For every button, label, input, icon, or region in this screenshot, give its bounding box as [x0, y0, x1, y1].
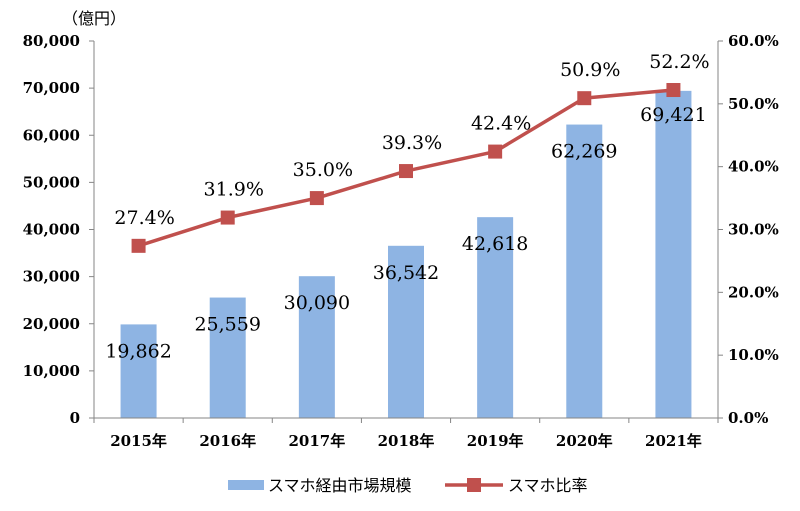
legend-line-marker: [467, 478, 481, 492]
bar: [566, 124, 603, 418]
left-tick-label: 20,000: [23, 315, 80, 333]
bar-data-label: 19,862: [105, 340, 171, 362]
data-labels: 27.4% 31.9% 35.0% 39.3% 42.4% 50.9% 52.2% 19,86…: [105, 51, 709, 362]
axes: 0 10,000 20,000 30,000 40,000 50,000 60,000 70,…: [23, 32, 779, 450]
bar: [655, 90, 692, 418]
legend-bar-swatch: [228, 480, 264, 490]
left-tick-label: 0: [70, 409, 80, 427]
line-marker: [488, 144, 503, 159]
bar-data-label: 69,421: [640, 104, 706, 126]
x-tick-label: 2015年: [110, 432, 167, 450]
x-tick-label: 2017年: [288, 432, 345, 450]
x-tick-label: 2016年: [199, 432, 256, 450]
bar: [388, 245, 424, 418]
left-tick-label: 30,000: [23, 268, 80, 286]
bar-series: [120, 90, 692, 418]
line-data-label: 35.0%: [293, 159, 353, 181]
right-tick-label: 10.0%: [728, 346, 779, 364]
legend: スマホ経由市場規模 スマホ比率: [228, 476, 588, 495]
line-marker: [399, 164, 413, 179]
line-data-label: 50.9%: [560, 59, 620, 81]
right-tick-label: 50.0%: [728, 95, 779, 113]
left-tick-label: 80,000: [23, 32, 80, 50]
bar-data-label: 25,559: [194, 314, 260, 336]
x-tick-label: 2020年: [556, 432, 613, 450]
line-marker: [309, 191, 324, 206]
left-tick-label: 50,000: [23, 173, 80, 191]
line-data-label: 39.3%: [382, 132, 442, 154]
unit-label: （億円）: [62, 9, 126, 28]
bar: [298, 276, 335, 418]
bar-data-label: 36,542: [373, 262, 439, 284]
right-tick-label: 30.0%: [728, 221, 779, 239]
right-tick-label: 40.0%: [728, 158, 779, 176]
legend-bar-label: スマホ経由市場規模: [268, 476, 412, 495]
bar-data-label: 42,618: [462, 233, 528, 255]
bar-data-label: 62,269: [551, 141, 617, 163]
bar-data-label: 30,090: [284, 292, 350, 314]
line-marker: [131, 238, 146, 253]
right-tick-label: 60.0%: [728, 32, 779, 50]
x-tick-label: 2018年: [378, 432, 435, 450]
left-tick-label: 60,000: [23, 126, 80, 144]
left-tick-label: 40,000: [23, 221, 80, 239]
right-tick-label: 0.0%: [728, 409, 768, 427]
left-tick-label: 10,000: [23, 362, 80, 380]
line-marker: [666, 83, 681, 98]
line-data-label: 52.2%: [649, 51, 709, 73]
legend-line-label: スマホ比率: [508, 476, 588, 495]
bar: [477, 217, 514, 418]
line-data-label: 42.4%: [471, 113, 531, 135]
x-tick-label: 2019年: [467, 432, 524, 450]
line-marker: [220, 210, 235, 225]
left-tick-label: 70,000: [23, 79, 80, 97]
line-series: [131, 83, 681, 253]
right-tick-label: 20.0%: [728, 283, 779, 301]
line-data-label: 31.9%: [204, 179, 264, 201]
x-tick-label: 2021年: [645, 432, 702, 450]
line-marker: [577, 91, 592, 106]
line-data-label: 27.4%: [114, 207, 174, 229]
bar: [209, 297, 246, 418]
bar: [120, 324, 157, 418]
